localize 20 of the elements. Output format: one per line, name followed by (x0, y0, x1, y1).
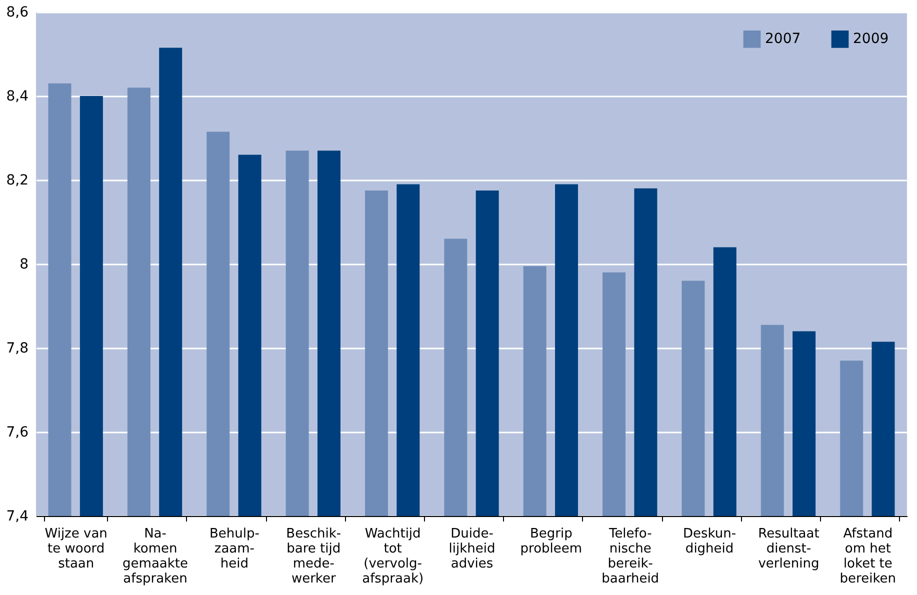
y-tick-label: 8,6 (6, 4, 29, 20)
x-tick-label: Deskun- digheid (683, 526, 736, 556)
y-tick-label: 8,4 (6, 88, 29, 104)
x-tick-label: Duide- lijkheid advies (448, 526, 496, 572)
y-tick-label: 8 (20, 256, 28, 272)
x-tick-label: Resultaat dienst- verlening (758, 526, 820, 572)
x-tick-label: Telefo- nische bereik- baarheid (602, 526, 660, 586)
x-tick-label: Behulp- zaam- heid (209, 526, 260, 572)
x-tick-label: Wachtijd tot (vervolg- afspraak) (362, 526, 424, 586)
y-tick-label: 8,2 (6, 172, 28, 188)
y-tick-label: 7,8 (6, 340, 28, 356)
y-tick-label: 7,4 (6, 508, 29, 524)
x-tick-label: Beschik- bare tijd mede- werker (286, 526, 342, 586)
x-tick-label: Wijze van te woord staan (44, 526, 108, 572)
legend-label: 2007 (765, 31, 801, 48)
x-tick-label: Begrip probleem (520, 526, 582, 556)
legend-label: 2009 (853, 31, 889, 48)
x-tick-label: Na- komen gemaakte afspraken (122, 526, 188, 586)
y-tick-label: 7,6 (6, 424, 29, 440)
x-tick-label: Afstand om het loket te bereiken (840, 526, 896, 586)
